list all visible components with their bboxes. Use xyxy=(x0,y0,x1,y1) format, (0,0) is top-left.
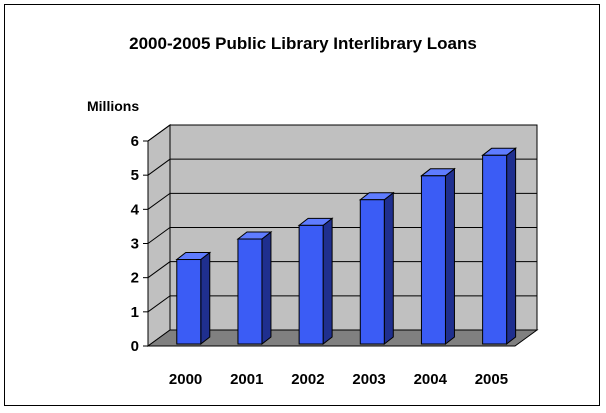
y-tick-label: 6 xyxy=(131,133,139,150)
y-tick-label: 4 xyxy=(131,201,140,218)
x-tick-label: 2000 xyxy=(169,371,202,388)
bar xyxy=(176,259,202,345)
y-tick-label: 3 xyxy=(131,236,139,253)
bar-side xyxy=(444,167,455,346)
x-tick-label: 2003 xyxy=(352,371,385,388)
y-tick-label: 2 xyxy=(131,270,139,287)
gridline xyxy=(147,158,537,176)
bar-side xyxy=(261,230,272,346)
gridline xyxy=(147,261,537,279)
bar xyxy=(482,154,508,345)
x-tick-label: 2001 xyxy=(230,371,263,388)
chart-title: 2000-2005 Public Library Interlibrary Lo… xyxy=(129,34,477,53)
bar xyxy=(237,238,263,345)
x-tick-label: 2005 xyxy=(475,371,508,388)
bar-side xyxy=(200,251,211,346)
y-tick-label: 1 xyxy=(131,304,139,321)
gridline xyxy=(147,295,537,313)
gridline xyxy=(147,124,537,142)
bar-side xyxy=(383,191,394,346)
gridline xyxy=(147,192,537,210)
y-tick-label: 5 xyxy=(131,167,139,184)
bar-side xyxy=(322,217,333,346)
plot-area: 0 1 2 3 4 5 6 2000 2001 2002 2003 2004 2005 xyxy=(131,124,539,388)
y-tick-label: 0 xyxy=(131,338,139,355)
bar xyxy=(420,175,446,345)
x-tick-label: 2002 xyxy=(291,371,324,388)
gridline xyxy=(147,227,537,244)
x-tick-label: 2004 xyxy=(414,371,448,388)
bar-side xyxy=(506,147,517,346)
bar xyxy=(359,199,385,345)
bar xyxy=(298,224,324,345)
y-axis-label: Millions xyxy=(87,98,139,114)
